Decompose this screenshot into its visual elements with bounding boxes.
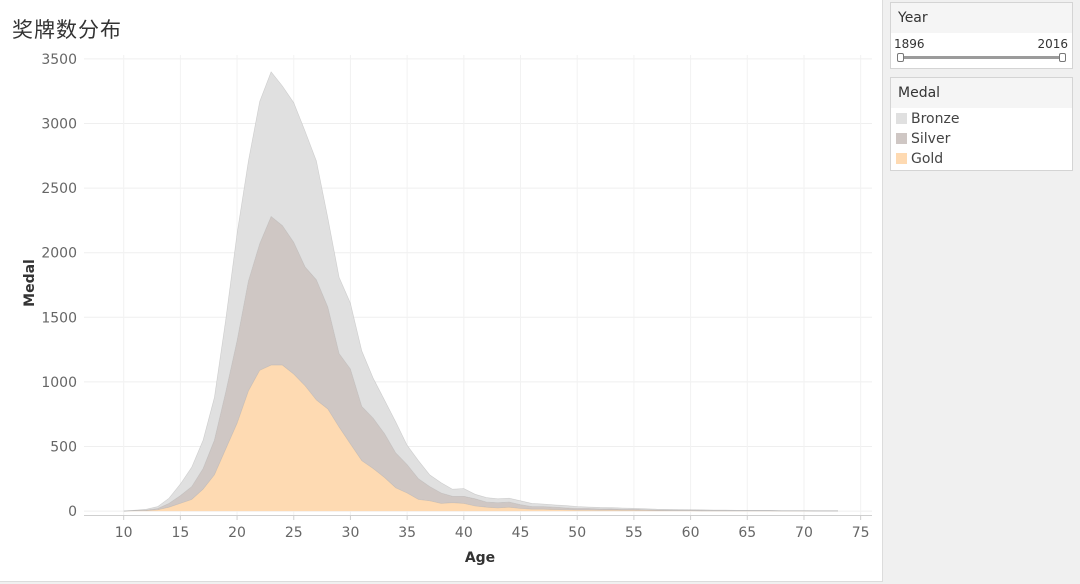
chart-title: 奖牌数分布	[12, 18, 122, 42]
x-tick-label: 75	[852, 525, 870, 541]
year-range-slider[interactable]	[897, 52, 1066, 62]
medal-legend-title: Medal	[891, 78, 1072, 108]
y-tick-label: 2500	[41, 181, 77, 197]
year-max-label: 2016	[1037, 37, 1068, 51]
legend-label-silver: Silver	[911, 131, 951, 147]
x-tick-label: 10	[115, 525, 133, 541]
x-tick-label: 15	[171, 525, 189, 541]
y-tick-label: 2000	[41, 246, 77, 262]
x-tick-label: 30	[342, 525, 360, 541]
chart-panel: 奖牌数分布 0 500 1000 1500 2000 2500 3000 3500 10 15 20…	[0, 0, 883, 582]
y-tick-label: 500	[50, 440, 77, 456]
x-axis-title: Age	[465, 550, 495, 566]
slider-max-handle[interactable]	[1059, 53, 1066, 62]
legend-label-gold: Gold	[911, 151, 944, 167]
area-edge-silver	[123, 216, 838, 512]
x-tick-label: 60	[682, 525, 700, 541]
x-tick-label: 50	[568, 525, 586, 541]
x-tick-label: 25	[285, 525, 303, 541]
legend-list: Bronze Silver Gold	[891, 108, 1072, 169]
medal-area-chart[interactable]: 0 500 1000 1500 2000 2500 3000 3500 10 15 20 25 30 35…	[0, 0, 883, 582]
area-bronze[interactable]	[123, 71, 838, 512]
year-filter-card: Year 1896 2016	[890, 2, 1073, 69]
legend-label-bronze: Bronze	[911, 111, 960, 127]
x-tick-label: 20	[228, 525, 246, 541]
x-tick-label: 35	[398, 525, 416, 541]
y-tick-label: 3000	[41, 116, 77, 132]
medal-legend-card: Medal Bronze Silver Gold	[890, 77, 1073, 171]
x-tick-label: 40	[455, 525, 473, 541]
x-tick-label: 45	[512, 525, 530, 541]
slider-min-handle[interactable]	[897, 53, 904, 62]
legend-item-silver[interactable]: Silver	[891, 129, 1072, 149]
legend-item-gold[interactable]: Gold	[891, 149, 1072, 169]
bronze-swatch	[896, 113, 907, 124]
x-tick-label: 65	[738, 525, 756, 541]
legend-item-bronze[interactable]: Bronze	[891, 109, 1072, 129]
y-tick-label: 1500	[41, 310, 77, 326]
silver-swatch	[896, 133, 907, 144]
y-tick-label: 0	[68, 504, 77, 520]
area-edge-gold	[123, 364, 838, 512]
slider-track[interactable]	[899, 56, 1064, 59]
year-range-labels: 1896 2016	[891, 33, 1072, 51]
y-tick-label: 3500	[41, 52, 77, 68]
x-tick-label: 70	[795, 525, 813, 541]
x-tick-label: 55	[625, 525, 643, 541]
gold-swatch	[896, 153, 907, 164]
area-gold[interactable]	[123, 365, 838, 512]
year-min-label: 1896	[894, 37, 925, 51]
area-edge-bronze	[123, 71, 838, 512]
y-tick-label: 1000	[41, 375, 77, 391]
area-silver[interactable]	[123, 216, 838, 512]
year-filter-title: Year	[891, 3, 1072, 33]
y-axis-title: Medal	[22, 259, 38, 307]
